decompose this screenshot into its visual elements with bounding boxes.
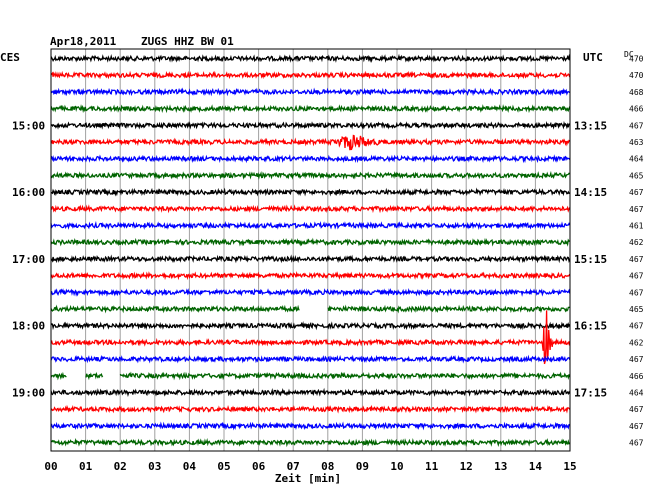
seismogram-trace (50, 304, 570, 314)
x-tick-label: 02 (114, 460, 127, 473)
dc-value-label: 468 (629, 88, 644, 97)
seismogram-trace (50, 321, 571, 331)
dc-value-label: 467 (629, 188, 644, 197)
left-hour-label: 19:00 (12, 387, 45, 400)
dc-value-label: 467 (629, 322, 644, 331)
seismogram-trace (50, 437, 570, 448)
seismogram-trace (50, 204, 571, 214)
seismogram-trace (50, 387, 571, 397)
seismogram-trace (50, 70, 571, 80)
right-time-label: 13:15 (574, 119, 607, 132)
x-axis-label: Zeit [min] (275, 472, 341, 485)
dc-value-label: 461 (629, 222, 644, 231)
seismogram-trace (50, 237, 571, 247)
dc-value-label: 470 (629, 71, 644, 80)
dc-value-label: 467 (629, 422, 644, 431)
left-hour-label: 16:00 (12, 186, 45, 199)
x-tick-label: 04 (183, 460, 197, 473)
x-tick-label: 14 (529, 460, 543, 473)
x-tick-label: 15 (563, 460, 576, 473)
dc-value-label: 467 (629, 355, 644, 364)
right-time-label: 16:15 (574, 320, 607, 333)
seismogram-trace (50, 53, 571, 63)
dc-value-label: 464 (629, 155, 644, 164)
header-date: Apr18,2011 (50, 35, 117, 48)
seismogram-trace (51, 187, 571, 197)
x-tick-label: 12 (460, 460, 473, 473)
seismogram-trace (51, 254, 571, 264)
dc-value-label: 467 (629, 205, 644, 214)
right-timezone-label: UTC (583, 51, 603, 64)
x-tick-label: 13 (494, 460, 507, 473)
dc-value-label: 466 (629, 105, 644, 114)
header-station: ZUGS HHZ BW 01 (141, 35, 234, 48)
right-time-label: 15:15 (574, 253, 607, 266)
dc-value-label: 467 (629, 255, 644, 264)
x-tick-label: 07 (287, 460, 300, 473)
seismogram-trace (50, 220, 571, 231)
x-tick-label: 05 (217, 460, 230, 473)
dc-value-label: 470 (629, 55, 644, 64)
seismogram-trace (50, 287, 571, 297)
seismogram-traces (50, 53, 571, 448)
seismogram-trace (50, 170, 571, 180)
left-hour-label: 18:00 (12, 320, 45, 333)
x-tick-label: 03 (148, 460, 161, 473)
dc-value-label: 462 (629, 238, 644, 247)
chart-labels: Apr18,2011 ZUGS HHZ BW 01 CES UTC DC Zei… (0, 35, 634, 485)
seismogram-trace (50, 310, 571, 365)
seismogram-trace (50, 104, 571, 114)
dc-value-label: 464 (629, 389, 644, 398)
dc-value-label: 462 (629, 338, 644, 347)
seismogram-trace (50, 154, 571, 164)
dc-value-label: 467 (629, 272, 644, 281)
right-time-label: 17:15 (574, 387, 607, 400)
seismogram-trace (50, 371, 571, 381)
axis-tick-labels: 15:00 16:00 17:00 18:00 19:00 13:15 14:15 15:15… (12, 55, 644, 474)
dc-value-label: 467 (629, 439, 644, 448)
x-tick-label: 00 (44, 460, 57, 473)
dc-value-label: 466 (629, 372, 644, 381)
dc-value-label: 467 (629, 121, 644, 130)
x-tick-label: 11 (425, 460, 439, 473)
seismogram-trace (50, 134, 571, 151)
right-time-label: 14:15 (574, 186, 607, 199)
dc-value-label: 465 (629, 305, 644, 314)
x-tick-label: 08 (321, 460, 334, 473)
dc-value-label: 465 (629, 171, 644, 180)
x-tick-label: 06 (252, 460, 266, 473)
seismogram-trace (50, 120, 570, 130)
left-hour-label: 15:00 (12, 119, 45, 132)
seismogram-trace (50, 270, 571, 281)
dc-value-label: 463 (629, 138, 644, 147)
dc-column-label: DC (624, 50, 634, 59)
left-timezone-label: CES (0, 51, 20, 64)
x-tick-label: 10 (390, 460, 403, 473)
seismogram-trace (50, 421, 570, 431)
minute-grid (85, 49, 536, 451)
seismogram-trace (50, 354, 571, 364)
dc-value-label: 467 (629, 288, 644, 297)
left-hour-label: 17:00 (12, 253, 45, 266)
seismogram-trace (50, 404, 571, 414)
seismogram-trace (50, 87, 571, 97)
plot-frame (50, 48, 571, 452)
x-tick-label: 09 (356, 460, 369, 473)
dc-value-label: 467 (629, 405, 644, 414)
x-tick-label: 01 (79, 460, 93, 473)
